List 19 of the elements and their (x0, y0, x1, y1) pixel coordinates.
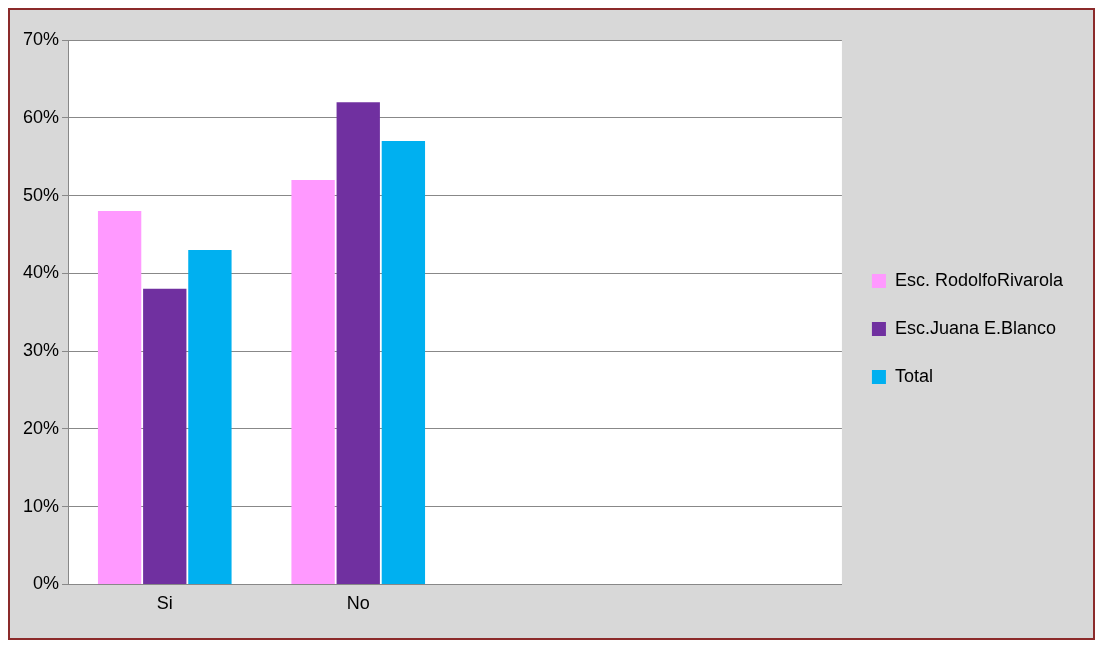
y-tick-label: 50% (23, 184, 60, 205)
bar (336, 102, 380, 584)
y-tick-label: 60% (23, 106, 60, 127)
legend-label: Esc. RodolfoRivarola (894, 269, 1064, 290)
y-tick-label: 40% (23, 262, 60, 283)
legend-label: Total (894, 365, 933, 386)
x-tick-label: No (346, 593, 370, 614)
bar (188, 249, 232, 584)
legend-label: Esc.Juana E.Blanco (894, 317, 1057, 338)
bar (381, 141, 426, 584)
y-tick-label: 0% (33, 573, 60, 594)
y-tick-label: 30% (23, 340, 60, 361)
y-tick-label: 10% (23, 495, 60, 516)
y-tick-label: 70% (23, 28, 60, 49)
bar (143, 288, 187, 584)
bar (291, 179, 335, 584)
y-tick-label: 20% (23, 417, 60, 438)
x-tick-label: Si (156, 593, 173, 614)
bar (97, 211, 142, 584)
